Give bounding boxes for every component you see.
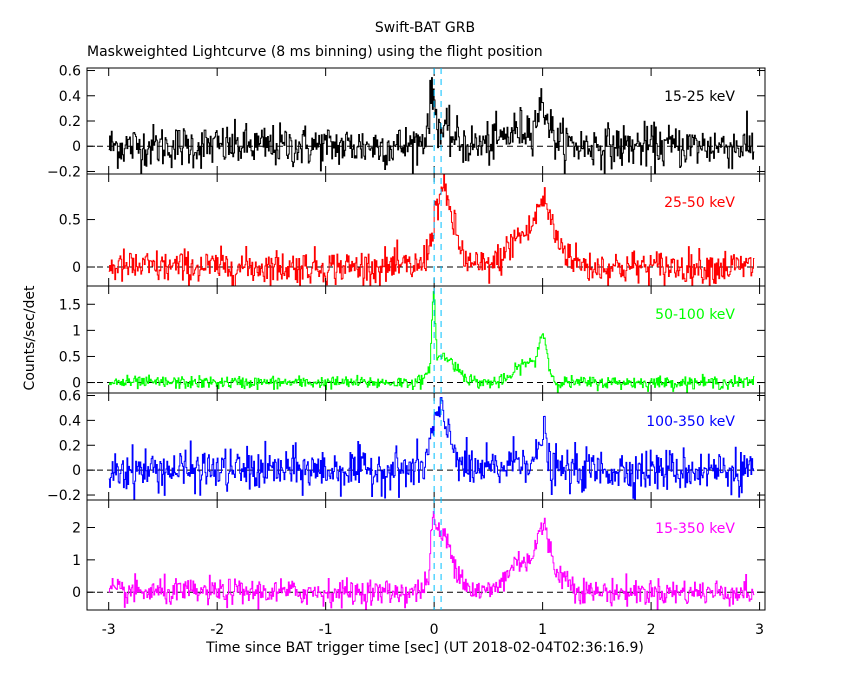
y-tick-label-2-1: 0.5	[59, 349, 81, 365]
y-tick-label-3-3: 0.4	[59, 413, 81, 429]
y-tick-label-4-0: 0	[72, 585, 81, 601]
x-tick-label-2: -1	[319, 622, 333, 638]
chart-subtitle: Maskweighted Lightcurve (8 ms binning) u…	[87, 44, 543, 60]
x-tick-label-4: 1	[538, 622, 547, 638]
band-label-2: 50-100 keV	[655, 307, 735, 323]
y-tick-label-0-1: 0	[72, 139, 81, 155]
series-trace-1	[108, 173, 755, 287]
x-tick-label-5: 2	[647, 622, 656, 638]
x-axis-label: Time since BAT trigger time [sec] (UT 20…	[206, 640, 644, 656]
x-tick-label-0: -3	[102, 622, 116, 638]
y-tick-label-0-2: 0.2	[59, 114, 81, 130]
y-tick-label-2-2: 1	[72, 323, 81, 339]
y-tick-label-3-1: 0	[72, 463, 81, 479]
series-trace-4	[108, 510, 755, 611]
y-tick-label-2-0: 0	[72, 376, 81, 392]
band-label-0: 15-25 keV	[664, 89, 735, 105]
band-label-3: 100-350 keV	[646, 414, 735, 430]
x-tick-label-3: 0	[430, 622, 439, 638]
panel-frame-2	[86, 285, 766, 394]
band-label-4: 15-350 keV	[655, 521, 735, 537]
y-tick-label-3-4: 0.6	[59, 388, 81, 404]
series-trace-0	[108, 77, 755, 175]
y-tick-label-1-1: 0.5	[59, 213, 81, 229]
y-tick-label-4-2: 2	[72, 521, 81, 537]
panel-frame-4	[86, 499, 766, 611]
y-tick-label-4-1: 1	[72, 553, 81, 569]
y-tick-label-0-0: −0.2	[47, 164, 81, 180]
y-tick-label-0-4: 0.6	[59, 64, 81, 80]
y-tick-label-0-3: 0.4	[59, 89, 81, 105]
y-tick-label-1-0: 0	[72, 260, 81, 276]
y-tick-label-2-3: 1.5	[59, 297, 81, 313]
band-label-1: 25-50 keV	[664, 195, 735, 211]
series-trace-3	[108, 396, 755, 501]
chart-title: Swift-BAT GRB	[374, 20, 476, 36]
y-tick-label-3-0: −0.2	[47, 488, 81, 504]
x-tick-label-1: -2	[210, 622, 224, 638]
x-tick-label-6: 3	[755, 622, 764, 638]
y-tick-label-3-2: 0.2	[59, 438, 81, 454]
